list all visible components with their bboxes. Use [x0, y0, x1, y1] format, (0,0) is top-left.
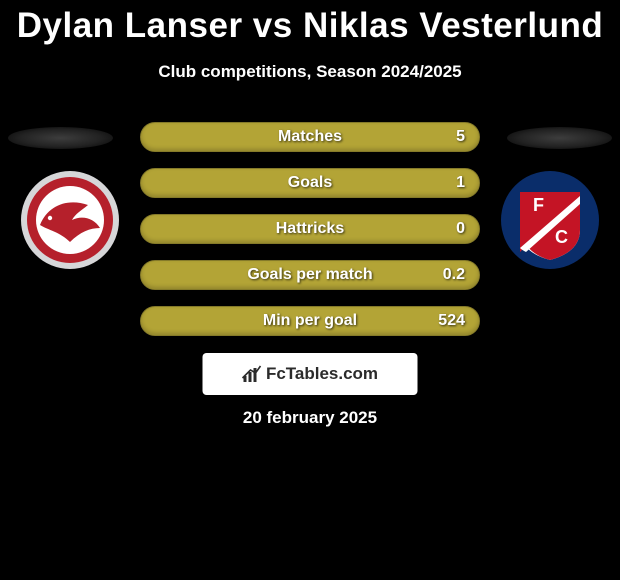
- stat-right-value: 1: [456, 174, 465, 192]
- stat-right-value: 5: [456, 128, 465, 146]
- club-crest-right: F C: [500, 170, 600, 270]
- svg-text:F: F: [533, 195, 544, 215]
- stats-list: Matches 5 Goals 1 Hattricks 0 Goals per …: [140, 122, 480, 352]
- stat-row-matches: Matches 5: [140, 122, 480, 152]
- stat-row-goals-per-match: Goals per match 0.2: [140, 260, 480, 290]
- stat-right-value: 524: [438, 312, 465, 330]
- comparison-date: 20 february 2025: [0, 408, 620, 428]
- stat-label: Goals per match: [141, 266, 479, 284]
- stat-label: Goals: [141, 174, 479, 192]
- stat-row-hattricks: Hattricks 0: [140, 214, 480, 244]
- stat-label: Min per goal: [141, 312, 479, 330]
- stat-label: Hattricks: [141, 220, 479, 238]
- stat-row-min-per-goal: Min per goal 524: [140, 306, 480, 336]
- page-title: Dylan Lanser vs Niklas Vesterlund: [0, 0, 620, 46]
- club-crest-left: [20, 170, 120, 270]
- brand-badge: FcTables.com: [203, 353, 418, 395]
- stat-right-value: 0.2: [443, 266, 465, 284]
- fc-utrecht-crest-icon: F C: [500, 170, 600, 270]
- player-shadow-left: [8, 127, 113, 149]
- comparison-card: Dylan Lanser vs Niklas Vesterlund Club c…: [0, 0, 620, 580]
- stat-right-value: 0: [456, 220, 465, 238]
- stat-row-goals: Goals 1: [140, 168, 480, 198]
- svg-text:C: C: [555, 227, 568, 247]
- subtitle: Club competitions, Season 2024/2025: [0, 62, 620, 82]
- bar-chart-icon: [242, 364, 262, 384]
- brand-text: FcTables.com: [266, 364, 378, 384]
- player-shadow-right: [507, 127, 612, 149]
- almere-city-crest-icon: [20, 170, 120, 270]
- stat-label: Matches: [141, 128, 479, 146]
